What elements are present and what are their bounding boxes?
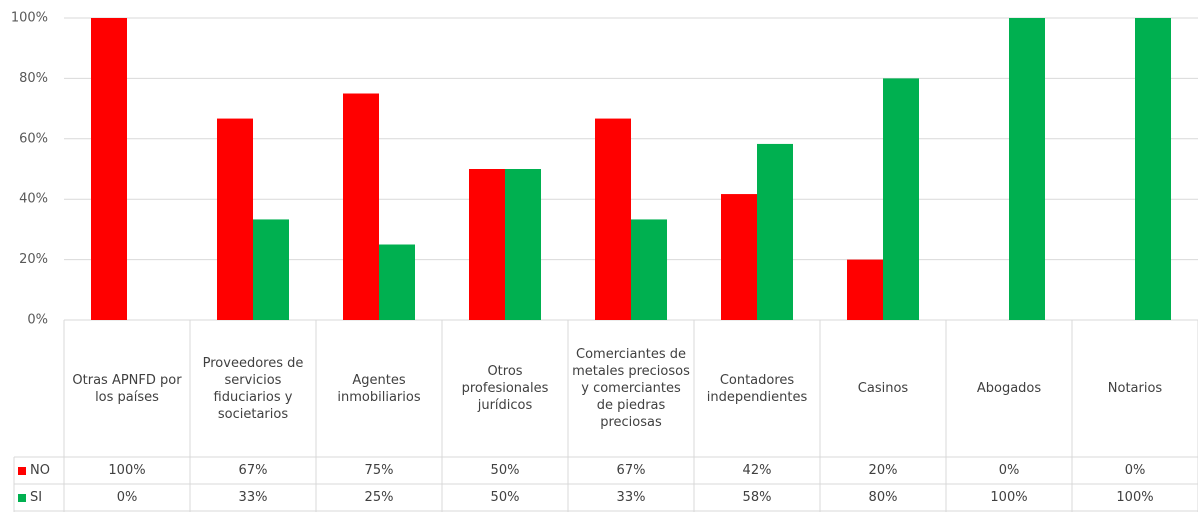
- category-label: Comerciantes de metales preciosos y come…: [572, 347, 690, 430]
- table-value: 100%: [990, 490, 1028, 505]
- legend-entry: NO: [18, 457, 50, 484]
- bar: [469, 169, 505, 320]
- table-value: 0%: [1124, 463, 1146, 478]
- category-label: Proveedores de servicios fiduciarios y s…: [202, 355, 304, 422]
- category-label: Casinos: [857, 381, 909, 396]
- category-label: Notarios: [1107, 381, 1163, 396]
- legend-label: SI: [30, 490, 43, 505]
- y-tick-label: 20%: [19, 252, 48, 267]
- category-label: Otras APNFD por los países: [72, 372, 182, 405]
- bar: [343, 93, 379, 320]
- bar: [595, 118, 631, 320]
- bar: [379, 244, 415, 320]
- table-value: 0%: [116, 490, 138, 505]
- y-tick-label: 40%: [19, 192, 48, 207]
- table-value: 50%: [490, 490, 520, 505]
- bar: [883, 78, 919, 321]
- table-value: 42%: [742, 463, 772, 478]
- table-value: 100%: [108, 463, 146, 478]
- table-value: 33%: [238, 490, 268, 505]
- bar: [217, 118, 253, 320]
- category-label: Contadores independientes: [706, 372, 808, 405]
- table-value: 67%: [616, 463, 646, 478]
- category-label: Agentes inmobiliarios: [337, 372, 421, 405]
- bar: [721, 194, 757, 320]
- bar: [91, 18, 127, 320]
- legend-entry: SI: [18, 484, 42, 511]
- bar: [757, 143, 793, 320]
- table-value: 20%: [868, 463, 898, 478]
- table-value: 33%: [616, 490, 646, 505]
- y-tick-label: 80%: [19, 71, 48, 86]
- bar: [631, 219, 667, 320]
- table-value: 75%: [364, 463, 394, 478]
- table-value: 67%: [238, 463, 268, 478]
- table-value: 0%: [998, 463, 1020, 478]
- table-value: 80%: [868, 490, 898, 505]
- y-tick-label: 0%: [27, 313, 48, 328]
- legend-swatch: [18, 493, 26, 502]
- legend-swatch: [18, 466, 26, 475]
- y-tick-label: 60%: [19, 131, 48, 146]
- table-value: 58%: [742, 490, 772, 505]
- category-label: Abogados: [976, 381, 1042, 396]
- bar: [1009, 18, 1045, 320]
- table-value: 25%: [364, 490, 394, 505]
- bar: [847, 259, 883, 320]
- table-value: 100%: [1116, 490, 1154, 505]
- bar: [1135, 18, 1171, 320]
- y-tick-label: 100%: [11, 11, 48, 26]
- table-value: 50%: [490, 463, 520, 478]
- bar: [253, 219, 289, 320]
- legend-label: NO: [30, 463, 50, 478]
- category-label: Otros profesionales jurídicos: [461, 364, 549, 413]
- bar: [505, 169, 541, 320]
